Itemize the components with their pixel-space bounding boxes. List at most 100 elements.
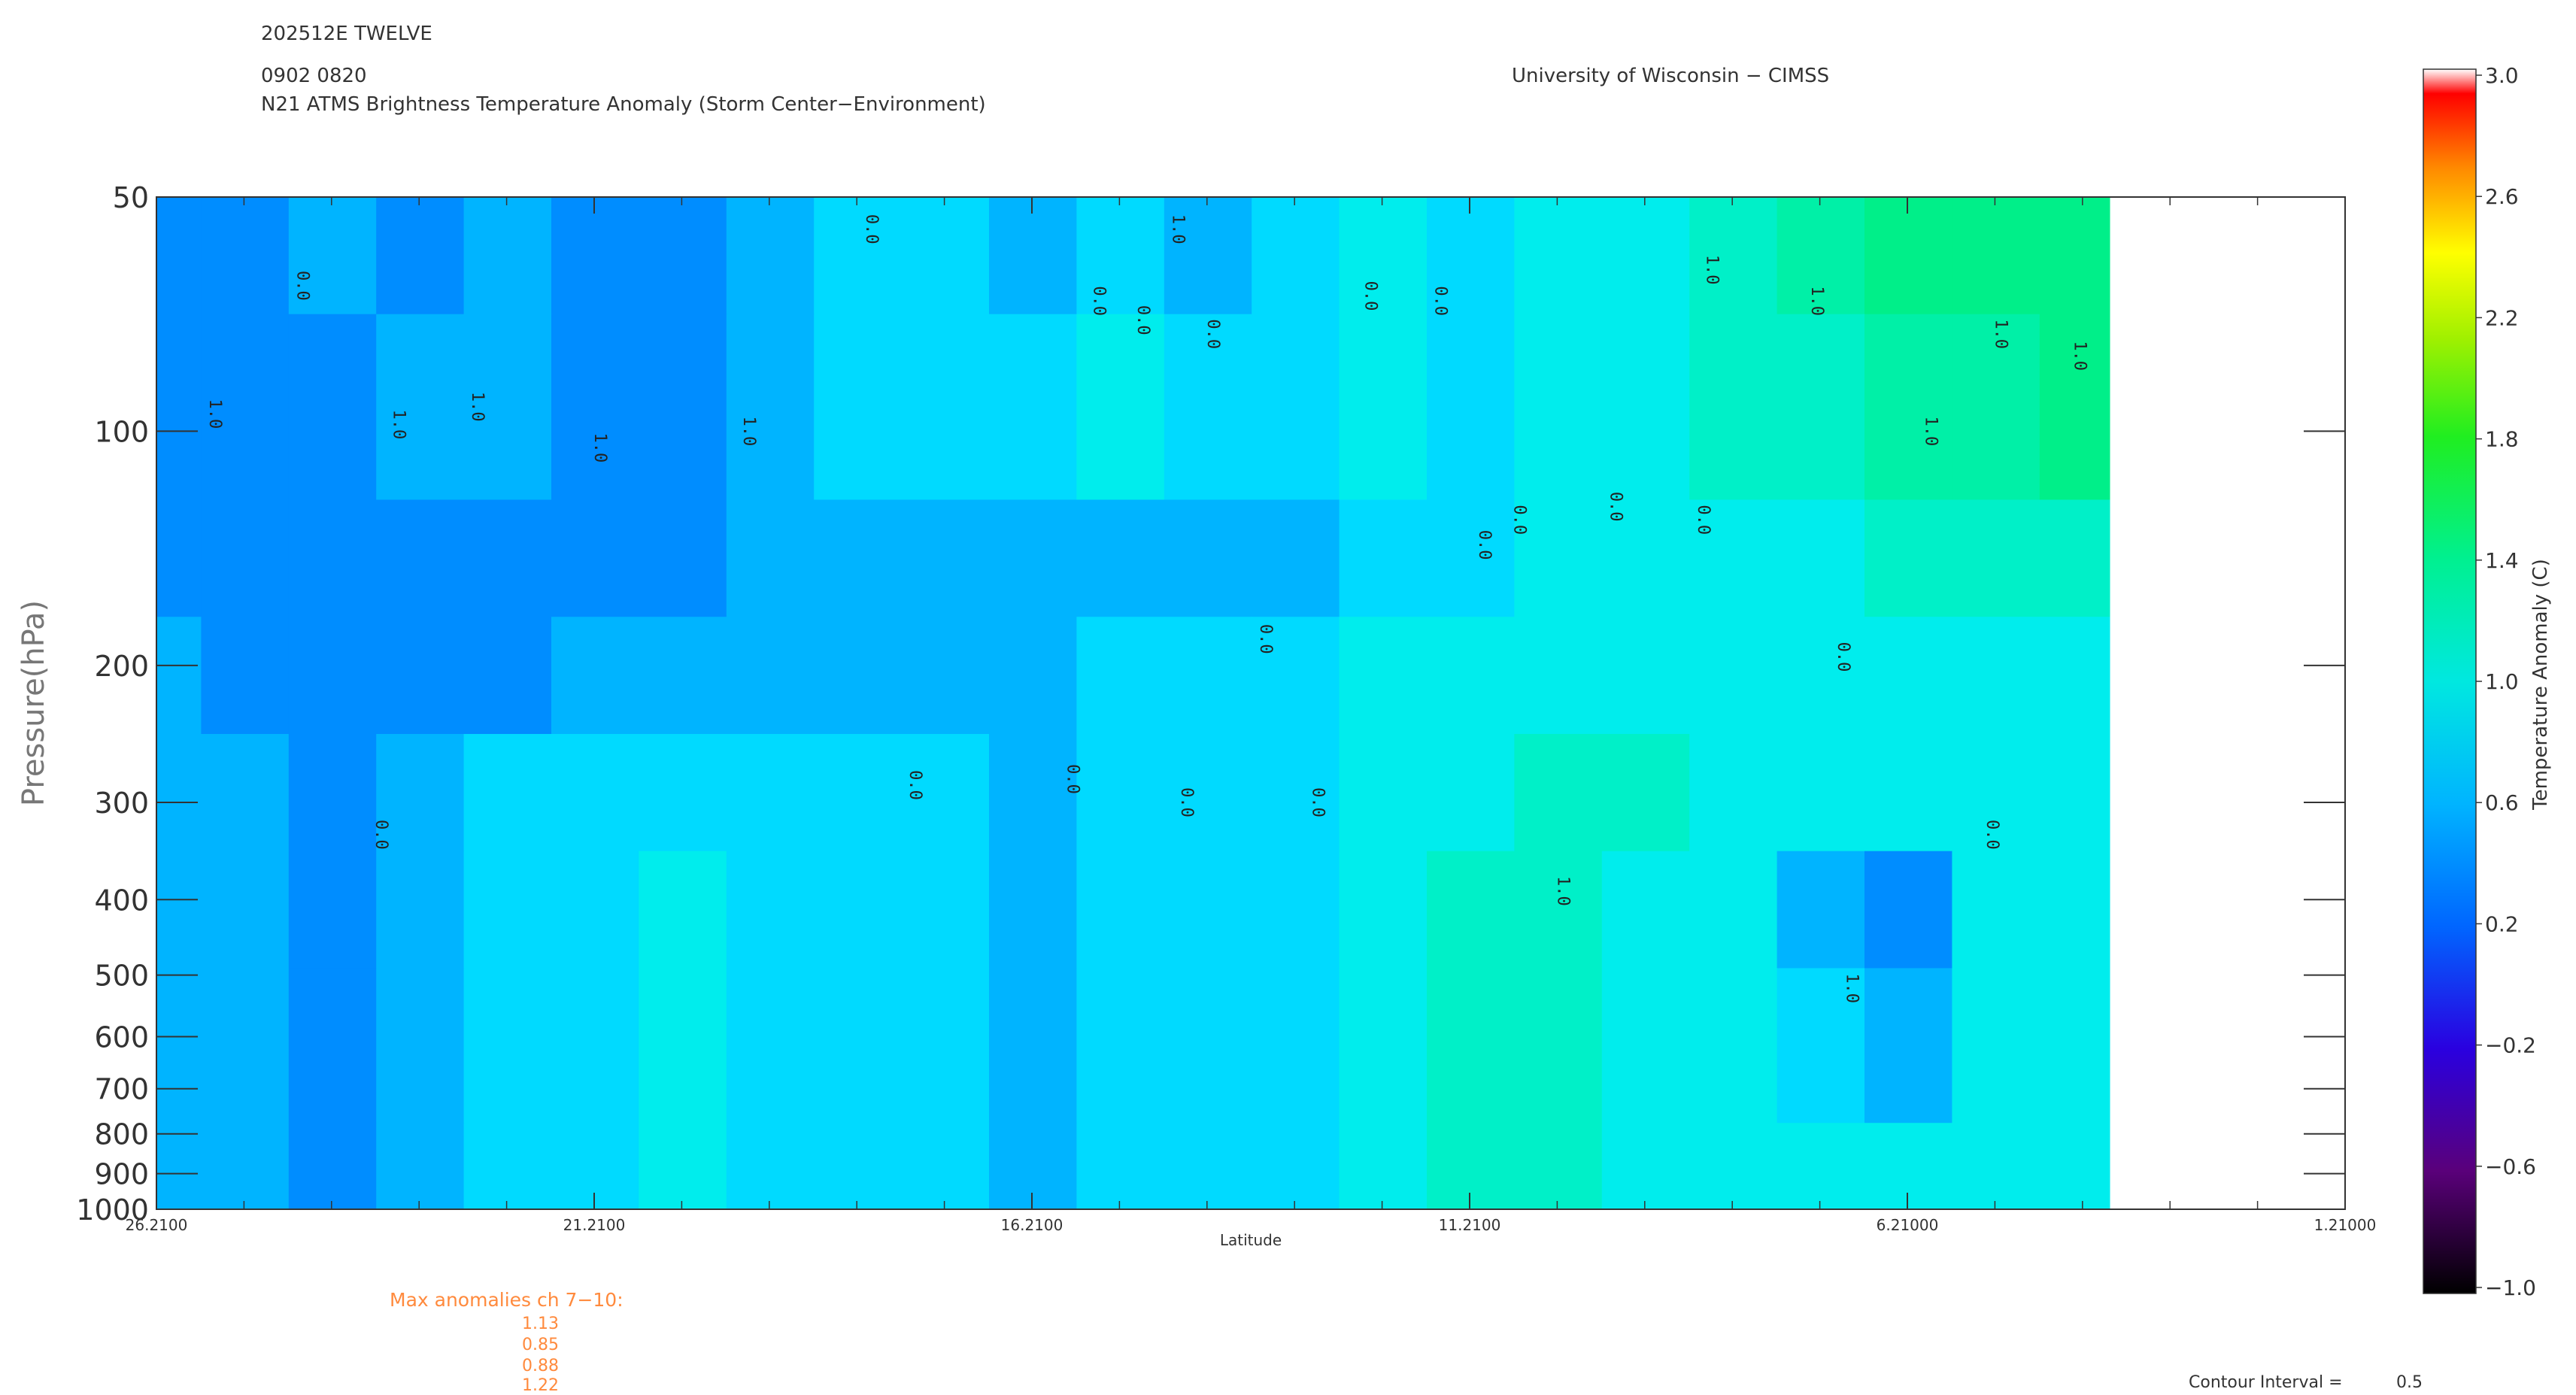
y-tick-label: 700 xyxy=(94,1073,149,1106)
field-cell xyxy=(463,734,552,852)
field-cell xyxy=(901,617,990,735)
field-cell xyxy=(1601,617,1690,735)
field-cell xyxy=(2039,499,2110,617)
field-cell xyxy=(1952,1123,2040,1209)
contour-label: 1.0 xyxy=(2070,341,2089,371)
field-cell xyxy=(288,499,377,617)
field-cell xyxy=(1864,968,1952,1124)
field-cell xyxy=(1689,617,1778,735)
contour-label: 0.0 xyxy=(1309,787,1327,817)
field-cell xyxy=(463,1123,552,1209)
field-cell xyxy=(1776,617,1865,735)
field-cell xyxy=(2039,734,2110,852)
field-cell xyxy=(551,1123,639,1209)
storm-id: 202512E TWELVE xyxy=(261,23,432,45)
field-cell xyxy=(376,1123,465,1209)
field-cell xyxy=(551,499,639,617)
anomaly-field xyxy=(156,197,2110,1209)
observation-datetime: 0902 0820 xyxy=(261,65,367,87)
field-cell xyxy=(1427,1123,1515,1209)
y-tick-label: 800 xyxy=(94,1118,149,1151)
field-cell xyxy=(1164,314,1252,501)
field-cell xyxy=(288,734,377,852)
contour-interval-value: 0.5 xyxy=(2396,1373,2423,1392)
field-cell xyxy=(726,968,815,1124)
colorbar-tick-label: 1.4 xyxy=(2485,548,2519,573)
field-cell xyxy=(1514,314,1603,501)
field-cell xyxy=(1776,968,1865,1124)
field-cell xyxy=(1601,499,1690,617)
x-tick-label: 16.2100 xyxy=(1001,1216,1063,1234)
field-cell xyxy=(156,1123,202,1209)
field-cell xyxy=(1252,197,1340,315)
field-cell xyxy=(639,499,727,617)
field-cell xyxy=(1339,968,1428,1124)
field-cell xyxy=(1514,499,1603,617)
colorbar-tick-label: 2.6 xyxy=(2485,184,2519,209)
product-title: N21 ATMS Brightness Temperature Anomaly … xyxy=(261,93,986,116)
field-cell xyxy=(1076,617,1165,735)
plot-frame xyxy=(156,196,2346,1210)
field-cell xyxy=(201,1123,290,1209)
field-cell xyxy=(1952,968,2040,1124)
field-cell xyxy=(726,499,815,617)
field-cell xyxy=(156,851,202,969)
contour-label: 0.0 xyxy=(1063,764,1082,794)
field-cell xyxy=(1776,197,1865,315)
field-cell xyxy=(814,499,903,617)
field-cell xyxy=(1952,197,2040,315)
x-tick-label: 11.2100 xyxy=(1439,1216,1501,1234)
contour-label: 1.0 xyxy=(389,410,408,440)
field-cell xyxy=(288,314,377,501)
field-cell xyxy=(726,314,815,501)
field-cell xyxy=(1076,1123,1165,1209)
field-cell xyxy=(1689,314,1778,501)
field-cell xyxy=(1776,1123,1865,1209)
field-cell xyxy=(814,1123,903,1209)
field-cell xyxy=(1864,851,1952,969)
field-cell xyxy=(1514,968,1603,1124)
field-cell xyxy=(376,314,465,501)
field-cell xyxy=(463,499,552,617)
field-cell xyxy=(376,851,465,969)
field-cell xyxy=(901,314,990,501)
colorbar-ticks: 3.0 2.6 2.2 1.8 1.4 1.0 0.6 0.2 −0.2 −0.6 −1.0 xyxy=(2476,63,2536,1300)
field-cell xyxy=(726,734,815,852)
contour-label: 0.0 xyxy=(293,271,311,301)
contour-label: 1.0 xyxy=(1168,214,1187,244)
field-cell xyxy=(1952,617,2040,735)
field-cell xyxy=(639,197,727,315)
field-cell xyxy=(2039,617,2110,735)
field-cell xyxy=(1252,851,1340,969)
field-cell xyxy=(814,314,903,501)
field-cell xyxy=(551,851,639,969)
field-cell xyxy=(156,617,202,735)
field-cell xyxy=(1427,734,1515,852)
field-cell xyxy=(201,197,290,315)
field-cell xyxy=(1864,617,1952,735)
x-tick-label: 26.2100 xyxy=(126,1216,188,1234)
contour-label: 0.0 xyxy=(862,214,881,244)
colorbar-tick-label: 0.2 xyxy=(2485,911,2519,936)
contour-label: 0.0 xyxy=(906,770,924,800)
field-cell xyxy=(1076,734,1165,852)
contour-label: 1.0 xyxy=(1807,286,1826,316)
field-cell xyxy=(1164,499,1252,617)
field-cell xyxy=(639,734,727,852)
colorbar-tick-label: −0.2 xyxy=(2485,1033,2536,1058)
x-tick-label: 6.21000 xyxy=(1877,1216,1939,1234)
field-cell xyxy=(376,499,465,617)
field-cell xyxy=(901,734,990,852)
contour-label: 0.0 xyxy=(1256,624,1275,654)
contour-label: 0.0 xyxy=(1606,492,1625,522)
field-cell xyxy=(814,617,903,735)
field-cell xyxy=(1252,314,1340,501)
field-cell xyxy=(814,734,903,852)
field-cell xyxy=(1514,1123,1603,1209)
y-tick-label: 50 xyxy=(113,181,149,214)
contour-labels: 0.0 1.0 1.0 1.0 1.0 1.0 0.0 0.0 0.0 0.0 1.0 0.0 0.0 0… xyxy=(205,214,2089,1003)
contour-label: 0.0 xyxy=(1203,319,1222,349)
field-cell xyxy=(1164,968,1252,1124)
colorbar-tick-label: −1.0 xyxy=(2485,1275,2536,1300)
